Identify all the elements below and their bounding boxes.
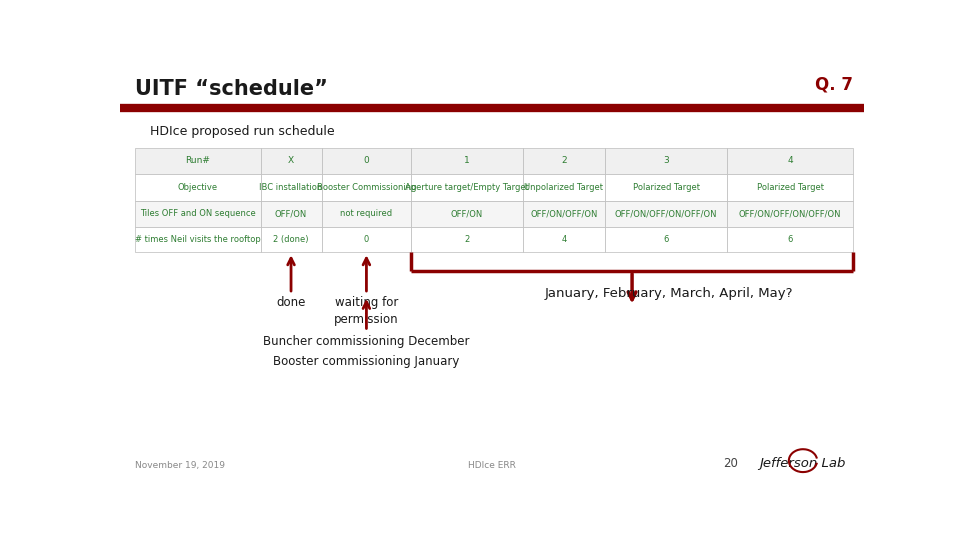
Text: 4: 4 xyxy=(562,235,566,244)
Bar xyxy=(605,227,727,252)
Bar xyxy=(522,201,605,227)
Text: Q. 7: Q. 7 xyxy=(815,75,852,93)
Text: 2: 2 xyxy=(561,157,566,165)
Text: OFF/ON: OFF/ON xyxy=(451,209,483,218)
Text: OFF/ON/OFF/ON/OFF/ON: OFF/ON/OFF/ON/OFF/ON xyxy=(739,209,841,218)
Text: 0: 0 xyxy=(364,235,369,244)
Text: OFF/ON: OFF/ON xyxy=(275,209,307,218)
Text: HDIce proposed run schedule: HDIce proposed run schedule xyxy=(150,125,334,138)
Text: OFF/ON/OFF/ON: OFF/ON/OFF/ON xyxy=(530,209,597,218)
Bar xyxy=(522,227,605,252)
Text: November 19, 2019: November 19, 2019 xyxy=(134,461,225,470)
Text: 6: 6 xyxy=(787,235,793,244)
Bar xyxy=(411,201,522,227)
Bar xyxy=(605,148,727,174)
Bar xyxy=(605,174,727,201)
Text: Booster commissioning January: Booster commissioning January xyxy=(274,355,460,368)
Text: not required: not required xyxy=(341,209,393,218)
Text: X: X xyxy=(288,157,294,165)
Bar xyxy=(522,148,605,174)
Bar xyxy=(605,201,727,227)
Bar xyxy=(260,148,322,174)
Text: 2 (done): 2 (done) xyxy=(274,235,309,244)
Bar xyxy=(727,227,852,252)
Text: # times Neil visits the rooftop: # times Neil visits the rooftop xyxy=(134,235,260,244)
Text: 2: 2 xyxy=(465,235,469,244)
Text: Run#: Run# xyxy=(185,157,210,165)
Text: Buncher commissioning December: Buncher commissioning December xyxy=(263,335,469,348)
Bar xyxy=(727,174,852,201)
Text: OFF/ON/OFF/ON/OFF/ON: OFF/ON/OFF/ON/OFF/ON xyxy=(615,209,717,218)
Text: Tiles OFF and ON sequence: Tiles OFF and ON sequence xyxy=(140,209,255,218)
Text: HDIce ERR: HDIce ERR xyxy=(468,461,516,470)
Bar xyxy=(134,201,260,227)
Bar xyxy=(260,174,322,201)
Text: waiting for
permission: waiting for permission xyxy=(334,296,398,326)
Text: 3: 3 xyxy=(663,157,669,165)
Bar xyxy=(322,174,411,201)
Text: Polarized Target: Polarized Target xyxy=(633,183,700,192)
Text: 0: 0 xyxy=(364,157,370,165)
Bar xyxy=(522,174,605,201)
Bar xyxy=(134,174,260,201)
Bar xyxy=(411,148,522,174)
Bar xyxy=(727,201,852,227)
Text: 20: 20 xyxy=(723,457,737,470)
Bar xyxy=(134,148,260,174)
Text: UITF “schedule”: UITF “schedule” xyxy=(134,79,327,99)
Bar xyxy=(411,174,522,201)
Text: Aperture target/Empty Target: Aperture target/Empty Target xyxy=(405,183,529,192)
Bar xyxy=(260,201,322,227)
Bar xyxy=(322,227,411,252)
Bar xyxy=(322,148,411,174)
Bar xyxy=(260,227,322,252)
Text: Jefferson Lab: Jefferson Lab xyxy=(759,457,846,470)
Text: 1: 1 xyxy=(464,157,469,165)
Bar xyxy=(134,227,260,252)
Text: January, February, March, April, May?: January, February, March, April, May? xyxy=(545,287,794,300)
Bar xyxy=(322,201,411,227)
Text: IBC installation: IBC installation xyxy=(259,183,323,192)
Text: Unpolarized Target: Unpolarized Target xyxy=(524,183,604,192)
Text: 6: 6 xyxy=(663,235,669,244)
Bar xyxy=(727,148,852,174)
Text: Polarized Target: Polarized Target xyxy=(756,183,824,192)
Bar xyxy=(411,227,522,252)
Text: done: done xyxy=(276,296,305,309)
Text: Objective: Objective xyxy=(178,183,218,192)
Text: 4: 4 xyxy=(787,157,793,165)
Text: Booster Commissioning: Booster Commissioning xyxy=(317,183,417,192)
